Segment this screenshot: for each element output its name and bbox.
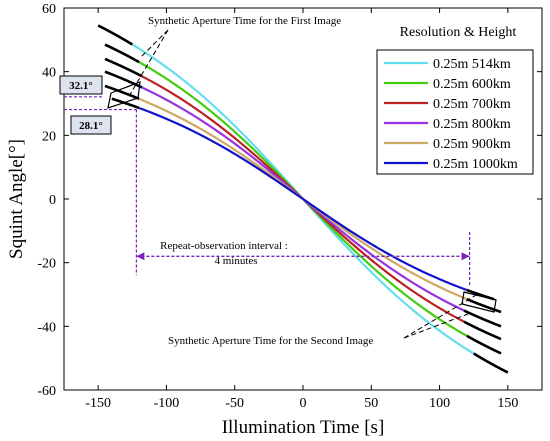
legend-label: 0.25m 514km — [433, 57, 511, 72]
interval-arrowhead-left — [136, 252, 145, 261]
second-image-bracket — [461, 291, 497, 313]
series-curves — [97, 24, 509, 374]
second-image-leader-2 — [403, 313, 469, 339]
legend-label: 0.25m 700km — [433, 97, 511, 112]
x-tick-label: 150 — [497, 396, 518, 411]
annotation-overlays — [64, 29, 497, 339]
aperture-segment-first — [104, 43, 140, 64]
legend-label: 0.25m 800km — [433, 117, 511, 132]
aperture-segment-second — [466, 334, 502, 355]
aperture-segment-second — [466, 297, 502, 314]
annotation-first-image: Synthetic Aperture Time for the First Im… — [148, 15, 341, 27]
first-image-bracket — [107, 81, 141, 109]
x-tick-label: 100 — [429, 396, 450, 411]
x-tick-label: -150 — [85, 396, 111, 411]
aperture-segment-second — [473, 352, 509, 374]
y-tick-label: 20 — [42, 129, 56, 144]
x-tick-label: -100 — [154, 396, 180, 411]
aperture-segment-second — [463, 320, 502, 341]
annotations: Synthetic Aperture Time for the First Im… — [59, 15, 373, 347]
axis-ticks: -150 -100 -50 0 50 100 150 -60 -40 -20 0 20 40 60 — [37, 2, 542, 411]
angle-high-label: 32.1° — [69, 80, 93, 92]
y-tick-label: -60 — [37, 384, 56, 399]
y-tick-label: 60 — [42, 2, 56, 17]
legend-box — [376, 49, 534, 175]
legend-label: 0.25m 600km — [433, 77, 511, 92]
legend-title: Resolution & Height — [400, 25, 517, 40]
angle-high-box — [59, 75, 103, 95]
legend-items: 0.25m 514km 0.25m 600km 0.25m 700km 0.25m 8… — [384, 57, 518, 172]
y-tick-label: -40 — [37, 320, 56, 335]
x-tick-label: -50 — [225, 396, 244, 411]
aperture-segment-first — [111, 97, 140, 110]
angle-low-label: 28.1° — [79, 120, 103, 132]
x-tick-label: 50 — [364, 396, 378, 411]
series-line — [138, 106, 468, 292]
aperture-segment-first — [97, 24, 133, 46]
interval-arrowhead-right — [461, 252, 470, 261]
annotation-second-image: Synthetic Aperture Time for the Second I… — [168, 335, 373, 347]
y-tick-label: 40 — [42, 66, 56, 81]
x-tick-label: 0 — [300, 396, 307, 411]
legend-label: 0.25m 1000km — [433, 157, 518, 172]
annotation-interval-line1: Repeat-observation interval : — [160, 240, 288, 252]
x-axis-label: Illumination Time [s] — [222, 417, 385, 438]
legend-label: 0.25m 900km — [433, 137, 511, 152]
first-image-leader-2 — [139, 29, 169, 59]
annotation-interval-line2: 4 minutes — [214, 255, 257, 267]
y-tick-label: -20 — [37, 257, 56, 272]
aperture-segment-second — [463, 309, 502, 328]
aperture-segment-first — [104, 70, 143, 89]
aperture-segment-first — [104, 84, 140, 101]
angle-low-box — [70, 115, 112, 135]
y-axis-label: Squint Angle[°] — [6, 139, 27, 259]
legend: Resolution & Height 0.25m 514km 0.25m 600… — [376, 25, 534, 175]
second-image-leader-1 — [403, 293, 479, 339]
first-image-leader-1 — [127, 29, 169, 99]
aperture-segment-first — [104, 57, 143, 78]
y-tick-label: 0 — [49, 193, 56, 208]
